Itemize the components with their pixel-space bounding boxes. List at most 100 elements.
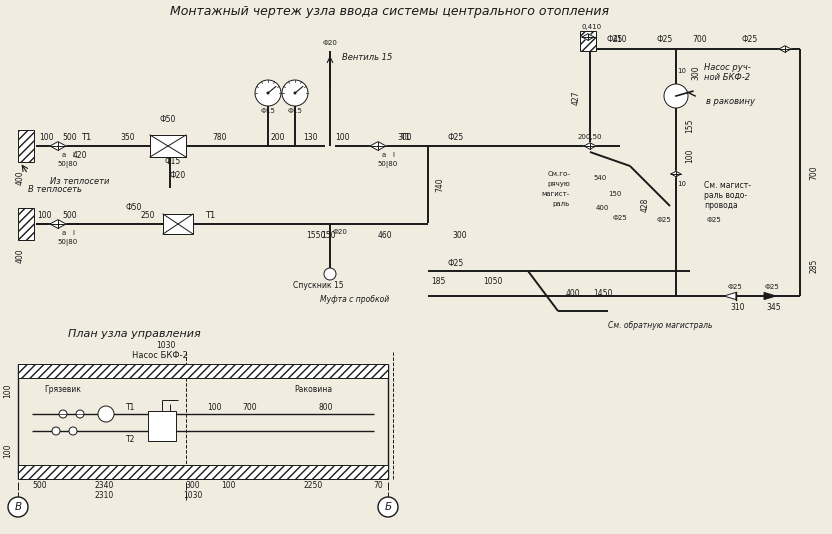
Text: Ф15: Ф15 bbox=[165, 158, 181, 167]
Text: 100: 100 bbox=[39, 132, 53, 142]
Circle shape bbox=[282, 80, 308, 106]
Text: 1030: 1030 bbox=[156, 342, 176, 350]
Text: Ф25: Ф25 bbox=[728, 284, 742, 290]
Text: Ф25: Ф25 bbox=[657, 35, 673, 44]
Text: 100: 100 bbox=[3, 444, 12, 458]
Text: Ф25: Ф25 bbox=[765, 284, 780, 290]
Text: 285: 285 bbox=[810, 259, 819, 273]
Circle shape bbox=[69, 427, 77, 435]
Polygon shape bbox=[764, 293, 776, 300]
Text: Ф25: Ф25 bbox=[706, 217, 721, 223]
Text: провода: провода bbox=[704, 201, 738, 210]
Text: 800: 800 bbox=[319, 403, 334, 412]
Text: 345: 345 bbox=[766, 303, 781, 312]
Text: 400: 400 bbox=[566, 288, 580, 297]
Text: 0,410: 0,410 bbox=[582, 24, 602, 30]
Text: 250: 250 bbox=[141, 210, 156, 219]
Text: Грязевик: Грязевик bbox=[44, 384, 81, 394]
Text: Ф25: Ф25 bbox=[448, 258, 464, 268]
Text: 130: 130 bbox=[303, 132, 317, 142]
Circle shape bbox=[664, 84, 688, 108]
Text: 300: 300 bbox=[186, 482, 201, 491]
Text: Т1: Т1 bbox=[205, 210, 215, 219]
Text: Ф25: Ф25 bbox=[448, 132, 464, 142]
Text: ной БКФ-2: ной БКФ-2 bbox=[704, 74, 750, 82]
Bar bbox=[18, 208, 34, 240]
Text: Ф20: Ф20 bbox=[170, 171, 186, 180]
Text: Ф25: Ф25 bbox=[742, 35, 758, 44]
Circle shape bbox=[324, 268, 336, 280]
Text: 700: 700 bbox=[810, 166, 819, 180]
Bar bbox=[18, 130, 34, 162]
Bar bbox=[148, 411, 176, 441]
Circle shape bbox=[266, 91, 270, 95]
Text: 400: 400 bbox=[16, 249, 24, 263]
Text: 500: 500 bbox=[62, 132, 77, 142]
Text: См. обратную магистраль: См. обратную магистраль bbox=[607, 321, 712, 331]
Text: 700: 700 bbox=[693, 35, 707, 44]
Text: 155: 155 bbox=[686, 119, 695, 134]
Text: 410: 410 bbox=[612, 35, 627, 44]
Text: Ф20: Ф20 bbox=[333, 229, 348, 235]
Text: 780: 780 bbox=[213, 132, 227, 142]
Text: 100: 100 bbox=[3, 384, 12, 398]
Text: 1550: 1550 bbox=[306, 232, 325, 240]
Circle shape bbox=[294, 91, 296, 95]
Text: рячую: рячую bbox=[547, 181, 570, 187]
Text: Т1: Т1 bbox=[81, 132, 92, 142]
Text: Т1: Т1 bbox=[126, 403, 136, 412]
Text: Ф25: Ф25 bbox=[612, 215, 627, 221]
Text: Ф15: Ф15 bbox=[288, 108, 303, 114]
Text: 310: 310 bbox=[730, 303, 745, 312]
Text: 150: 150 bbox=[608, 191, 622, 197]
Text: Вентиль 15: Вентиль 15 bbox=[342, 53, 393, 62]
Text: 427: 427 bbox=[572, 91, 581, 105]
Text: 150: 150 bbox=[321, 232, 335, 240]
Circle shape bbox=[98, 406, 114, 422]
Text: 100: 100 bbox=[220, 482, 235, 491]
Text: Б: Б bbox=[384, 502, 392, 512]
Text: В теплосеть: В теплосеть bbox=[28, 185, 82, 193]
Text: 200: 200 bbox=[270, 132, 285, 142]
Text: Ф25: Ф25 bbox=[656, 217, 671, 223]
Text: 1030: 1030 bbox=[183, 491, 203, 500]
Bar bbox=[150, 135, 186, 157]
Text: 350: 350 bbox=[121, 132, 136, 142]
Text: Насос БКФ-2: Насос БКФ-2 bbox=[132, 351, 188, 360]
Bar bbox=[580, 31, 596, 51]
Text: См. магист-: См. магист- bbox=[704, 182, 751, 191]
Polygon shape bbox=[724, 293, 736, 300]
Text: 100: 100 bbox=[206, 403, 221, 412]
Text: 740: 740 bbox=[435, 178, 444, 192]
Text: 300: 300 bbox=[398, 132, 413, 142]
Text: 540: 540 bbox=[593, 175, 607, 181]
Text: а   l: а l bbox=[62, 230, 75, 236]
Text: Монтажный чертеж узла ввода системы центрального отопления: Монтажный чертеж узла ввода системы цент… bbox=[171, 5, 610, 19]
Text: 500: 500 bbox=[32, 482, 47, 491]
Bar bbox=[18, 364, 388, 378]
Text: Ф50: Ф50 bbox=[126, 203, 142, 213]
Text: Из теплосети: Из теплосети bbox=[50, 177, 110, 185]
Text: раль: раль bbox=[552, 201, 570, 207]
Text: План узла управления: План узла управления bbox=[68, 329, 201, 339]
Text: Насос руч-: Насос руч- bbox=[704, 64, 750, 73]
Circle shape bbox=[378, 497, 398, 517]
Text: 400: 400 bbox=[16, 171, 24, 185]
Text: 1450: 1450 bbox=[593, 288, 612, 297]
Text: раль водо-: раль водо- bbox=[704, 192, 747, 200]
Text: Ф15: Ф15 bbox=[260, 108, 275, 114]
Text: Ф25: Ф25 bbox=[607, 35, 623, 44]
Text: 500: 500 bbox=[62, 210, 77, 219]
Text: 100: 100 bbox=[686, 149, 695, 163]
Text: 428: 428 bbox=[641, 198, 650, 212]
Polygon shape bbox=[370, 142, 386, 151]
Circle shape bbox=[52, 427, 60, 435]
Circle shape bbox=[8, 497, 28, 517]
Circle shape bbox=[59, 410, 67, 418]
Polygon shape bbox=[671, 171, 681, 177]
Text: 100: 100 bbox=[334, 132, 349, 142]
Text: 50|80: 50|80 bbox=[58, 161, 78, 168]
Text: а   l: а l bbox=[62, 152, 75, 158]
Circle shape bbox=[76, 410, 84, 418]
Text: Ф50: Ф50 bbox=[160, 114, 176, 123]
